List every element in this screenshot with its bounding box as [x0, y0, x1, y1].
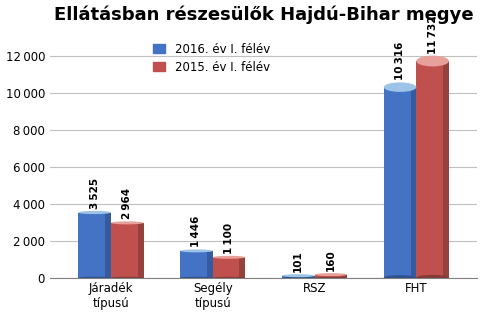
Bar: [138, 223, 143, 277]
Ellipse shape: [111, 277, 143, 278]
Ellipse shape: [78, 277, 111, 278]
Bar: [384, 87, 416, 277]
Ellipse shape: [180, 277, 213, 278]
Ellipse shape: [416, 275, 449, 280]
Bar: [341, 275, 347, 277]
Ellipse shape: [282, 274, 314, 277]
Text: 2 964: 2 964: [122, 188, 132, 219]
Ellipse shape: [282, 277, 314, 278]
Ellipse shape: [213, 256, 245, 259]
Ellipse shape: [78, 211, 111, 214]
Text: 3 525: 3 525: [90, 178, 99, 209]
Text: 101: 101: [293, 251, 303, 272]
Legend: 2016. év I. félév, 2015. év I. félév: 2016. év I. félév, 2015. év I. félév: [150, 39, 273, 77]
Bar: [309, 276, 314, 277]
Text: 1 446: 1 446: [191, 216, 201, 247]
Ellipse shape: [180, 249, 213, 252]
Bar: [180, 251, 213, 277]
Bar: [105, 213, 111, 277]
Bar: [411, 87, 416, 277]
Bar: [416, 61, 449, 277]
Ellipse shape: [314, 273, 347, 276]
Ellipse shape: [384, 275, 416, 280]
Bar: [111, 223, 143, 277]
Text: 160: 160: [326, 249, 336, 271]
Ellipse shape: [384, 82, 416, 92]
Bar: [282, 276, 314, 277]
Bar: [207, 251, 213, 277]
Text: 10 316: 10 316: [395, 42, 405, 80]
Bar: [314, 275, 347, 277]
Bar: [213, 257, 245, 277]
Title: Ellátásban részesülők Hajdú-Bihar megye: Ellátásban részesülők Hajdú-Bihar megye: [54, 6, 473, 24]
Bar: [78, 213, 111, 277]
Ellipse shape: [416, 56, 449, 66]
Bar: [443, 61, 449, 277]
Ellipse shape: [213, 277, 245, 278]
Ellipse shape: [111, 222, 143, 224]
Text: 11 732: 11 732: [427, 15, 438, 54]
Ellipse shape: [314, 277, 347, 278]
Text: 1 100: 1 100: [224, 223, 234, 254]
Bar: [240, 257, 245, 277]
